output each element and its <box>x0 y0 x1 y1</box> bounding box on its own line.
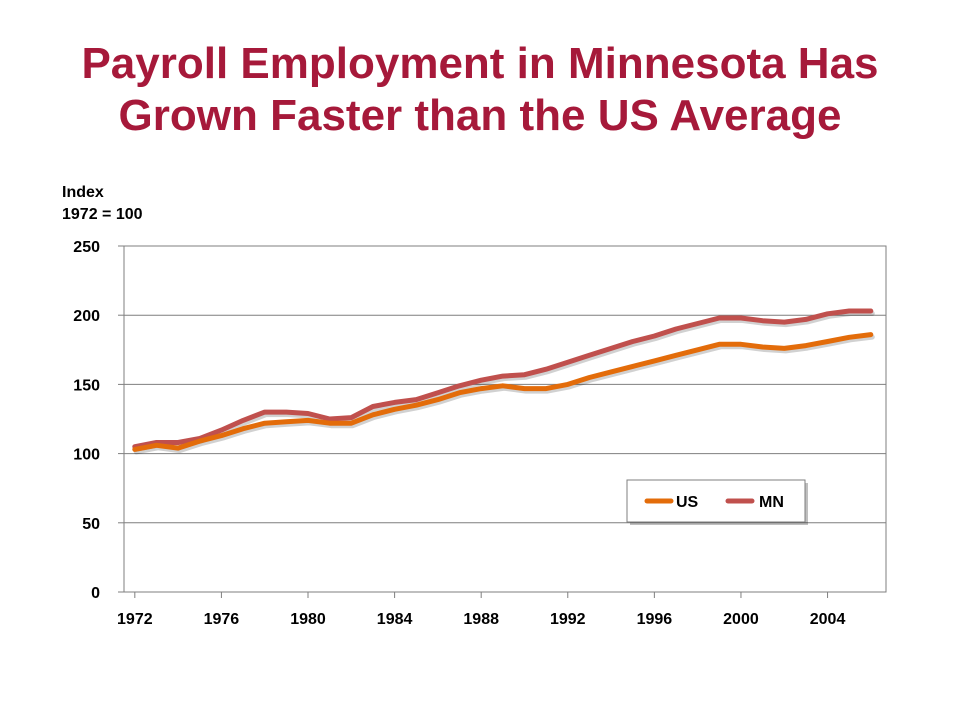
y-tick-label: 0 <box>91 585 100 602</box>
axes: 0 50 100 150 200 250 1972 1976 1980 1984 1988 1992 1… <box>73 239 886 628</box>
y-tick-label: 250 <box>73 239 100 256</box>
x-tick-label: 1988 <box>463 611 499 628</box>
x-tick-label: 1992 <box>550 611 586 628</box>
legend-label-us: US <box>676 494 699 511</box>
y-axis-label: Index 1972 = 100 <box>62 182 143 226</box>
x-tick-label: 2000 <box>723 611 759 628</box>
series-line-us <box>132 332 874 452</box>
title-line-1: Payroll Employment in Minnesota Has <box>81 39 879 88</box>
x-tick-label: 2004 <box>810 611 846 628</box>
title-line-2: Grown Faster than the US Average <box>118 91 842 140</box>
x-tick-label: 1976 <box>204 611 240 628</box>
legend: US MN <box>626 479 808 525</box>
y-axis-label-line-1: Index <box>62 184 104 201</box>
legend-label-mn: MN <box>759 494 784 511</box>
page-title: Payroll Employment in Minnesota Has Grow… <box>0 38 960 142</box>
y-tick-label: 150 <box>73 377 100 394</box>
series-line-mn <box>132 308 874 450</box>
x-tick-label: 1996 <box>637 611 673 628</box>
x-tick-label: 1972 <box>117 611 153 628</box>
y-tick-label: 50 <box>82 516 100 533</box>
y-tick-label: 200 <box>73 308 100 325</box>
y-axis-label-line-2: 1972 = 100 <box>62 206 143 223</box>
y-tick-label: 100 <box>73 447 100 464</box>
plot-area-frame <box>123 245 887 593</box>
series-shadow-us <box>133 334 875 455</box>
x-tick-label: 1980 <box>290 611 326 628</box>
x-tick-label: 1984 <box>377 611 413 628</box>
series-lines <box>132 308 875 455</box>
